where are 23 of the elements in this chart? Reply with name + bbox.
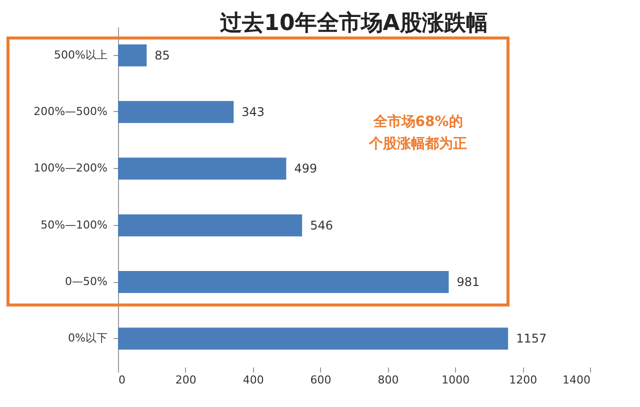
x-tick-label: 800 bbox=[378, 374, 399, 386]
x-tick-label: 0 bbox=[118, 374, 126, 386]
annotation: 个股涨幅都为正 bbox=[368, 136, 467, 152]
y-tick-label: 500%以上 bbox=[54, 48, 108, 62]
x-tick-label: 200 bbox=[175, 374, 196, 386]
y-tick-label: 100%—200% bbox=[34, 162, 108, 175]
data-label: 981 bbox=[456, 275, 480, 289]
x-tick-label: 1000 bbox=[442, 374, 470, 386]
data-label: 1157 bbox=[516, 332, 547, 346]
data-label: 343 bbox=[242, 105, 265, 119]
y-tick-label: 0%以下 bbox=[68, 332, 108, 345]
y-tick-label: 200%—500% bbox=[34, 105, 108, 118]
x-tick-label: 600 bbox=[310, 374, 332, 386]
data-label: 85 bbox=[154, 48, 170, 62]
data-label: 546 bbox=[310, 218, 333, 232]
x-tick-label: 1400 bbox=[562, 374, 590, 386]
x-tick-label: 1200 bbox=[509, 374, 538, 386]
y-tick-label: 0—50% bbox=[65, 275, 108, 288]
data-label: 499 bbox=[294, 162, 318, 176]
chart-title: 过去10年全市场A股涨跌幅 bbox=[219, 10, 488, 36]
y-tick-label: 50%—100% bbox=[40, 218, 108, 232]
annotation: 全市场68%的 bbox=[372, 113, 463, 130]
x-tick-label: 400 bbox=[242, 374, 264, 386]
